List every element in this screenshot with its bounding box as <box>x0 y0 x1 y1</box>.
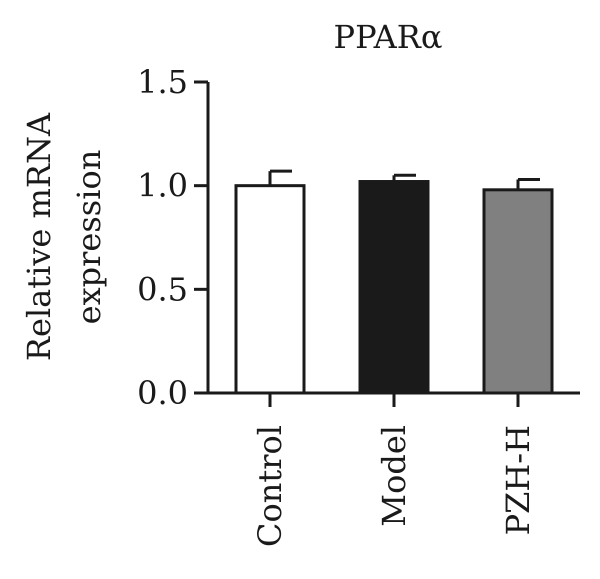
x-tick-label: PZH-H <box>499 425 537 535</box>
x-tick-label: Model <box>375 425 413 527</box>
chart-title: PPARα <box>334 18 443 56</box>
y-tick-label: 1.0 <box>137 167 188 205</box>
bar-pzh-h <box>482 188 554 395</box>
y-axis: 0.0 0.5 1.0 1.5 <box>137 63 210 412</box>
y-axis-label: Relative mRNA expression <box>20 112 108 361</box>
x-axis: Control Model PZH-H <box>208 391 580 547</box>
y-tick-label: 0.5 <box>137 270 188 308</box>
y-tick-label: 1.5 <box>137 63 188 101</box>
bars <box>234 169 554 395</box>
bar-model <box>358 180 430 395</box>
y-axis-label-line-1: Relative mRNA <box>20 112 58 361</box>
bar-control <box>234 184 306 395</box>
y-tick-label: 0.0 <box>137 374 188 412</box>
x-tick-label: Control <box>251 425 289 547</box>
y-axis-label-line-2: expression <box>70 150 108 325</box>
